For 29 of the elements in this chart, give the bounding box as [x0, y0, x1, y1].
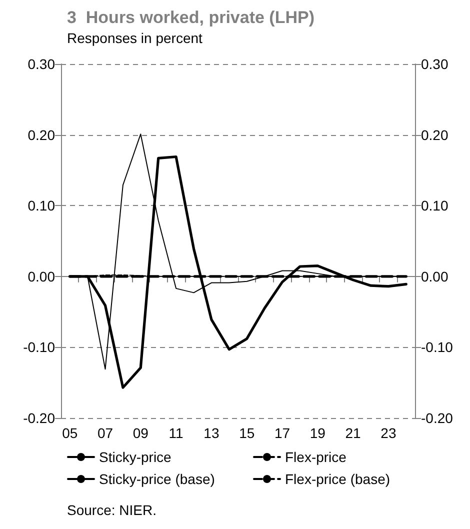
x-tick-label: 23	[380, 425, 396, 441]
y2-tick-label: -0.10	[421, 339, 454, 356]
y-tick-label: -0.10	[23, 339, 56, 356]
x-tick-label: 09	[132, 425, 149, 441]
legend-label: Sticky-price	[99, 449, 172, 465]
x-tick-label: 19	[310, 425, 326, 441]
y2-tick-label: 0.20	[421, 126, 448, 143]
x-tick-label: 11	[168, 425, 184, 441]
y-tick-label: 0.20	[28, 126, 56, 143]
x-tick-label: 21	[345, 425, 362, 441]
x-tick-label: 05	[62, 425, 78, 441]
x-tick-label: 17	[274, 425, 290, 441]
legend-label: Flex-price	[285, 449, 347, 465]
y2-tick-label: -0.20	[421, 410, 454, 426]
source-note: Source: NIER.	[67, 502, 156, 518]
y2-tick-label: 0.10	[421, 198, 448, 214]
y-tick-label: -0.20	[23, 410, 56, 426]
y2-tick-label: 0.30	[421, 56, 448, 72]
y2-tick-label: 0.00	[421, 268, 448, 284]
x-tick-label: 15	[239, 425, 255, 441]
y-tick-label: 0.00	[28, 268, 56, 284]
legend-label: Sticky-price (base)	[99, 471, 215, 487]
chart-subtitle: Responses in percent	[67, 30, 203, 46]
legend-label: Flex-price (base)	[285, 471, 390, 487]
y-tick-label: 0.10	[28, 198, 56, 214]
y-tick-label: 0.30	[28, 56, 56, 72]
x-tick-label: 13	[204, 425, 220, 441]
x-tick-label: 07	[97, 425, 114, 441]
chart-title: 3 Hours worked, private (LHP)	[67, 8, 314, 27]
